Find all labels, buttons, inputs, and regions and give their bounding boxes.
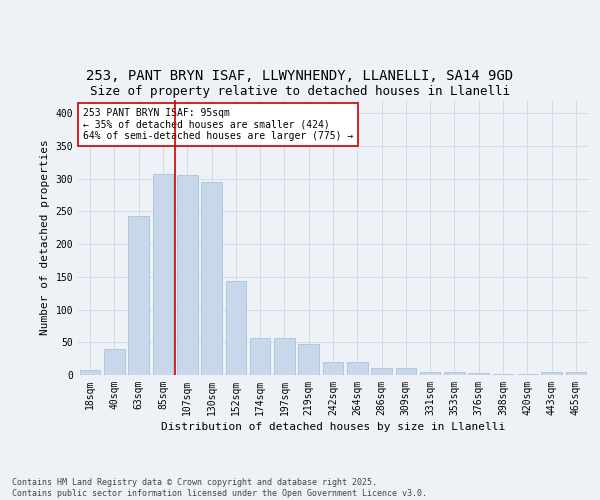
Text: 253, PANT BRYN ISAF, LLWYNHENDY, LLANELLI, SA14 9GD: 253, PANT BRYN ISAF, LLWYNHENDY, LLANELL… [86, 68, 514, 82]
Bar [298, 344, 319, 375]
Bar [323, 362, 343, 375]
Bar [80, 370, 100, 375]
Bar [469, 373, 489, 375]
Bar [371, 368, 392, 375]
Bar [152, 174, 173, 375]
Bar [517, 374, 538, 375]
Bar [566, 372, 586, 375]
Bar [177, 174, 197, 375]
Bar [201, 182, 222, 375]
Bar [420, 372, 440, 375]
Bar [395, 368, 416, 375]
Bar [226, 282, 246, 375]
Bar [274, 338, 295, 375]
Bar [541, 372, 562, 375]
Bar [347, 362, 368, 375]
Bar [444, 372, 465, 375]
X-axis label: Distribution of detached houses by size in Llanelli: Distribution of detached houses by size … [161, 422, 505, 432]
Text: Size of property relative to detached houses in Llanelli: Size of property relative to detached ho… [90, 84, 510, 98]
Bar [104, 350, 125, 375]
Bar [493, 374, 514, 375]
Text: 253 PANT BRYN ISAF: 95sqm
← 35% of detached houses are smaller (424)
64% of semi: 253 PANT BRYN ISAF: 95sqm ← 35% of detac… [83, 108, 353, 142]
Text: Contains HM Land Registry data © Crown copyright and database right 2025.
Contai: Contains HM Land Registry data © Crown c… [12, 478, 427, 498]
Bar [128, 216, 149, 375]
Y-axis label: Number of detached properties: Number of detached properties [40, 140, 50, 336]
Bar [250, 338, 271, 375]
